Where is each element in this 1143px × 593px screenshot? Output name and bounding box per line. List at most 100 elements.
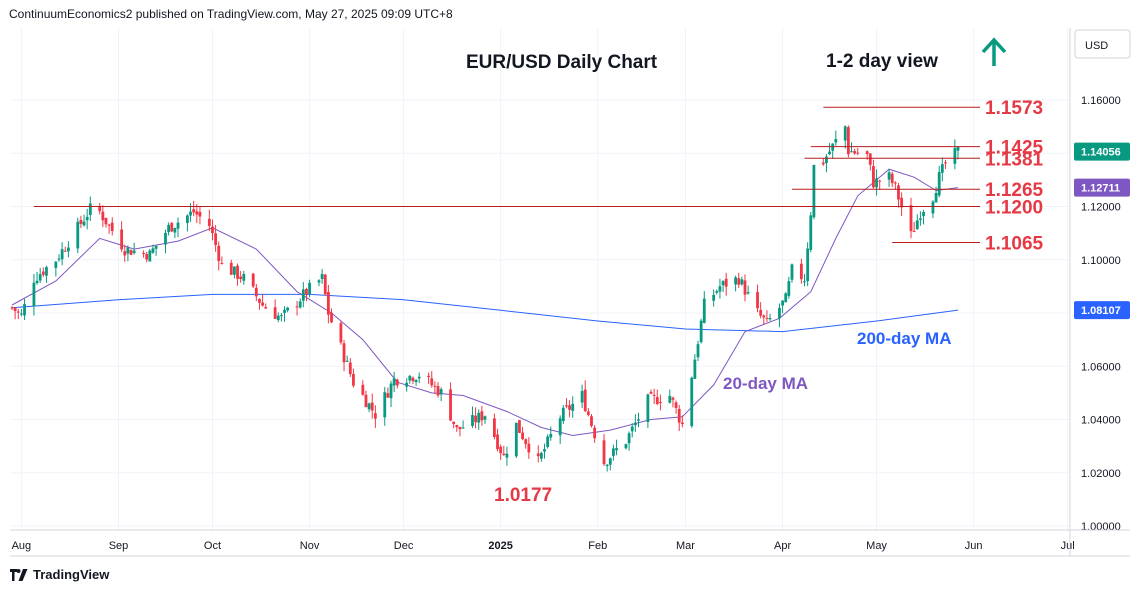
- price-badge-label: 1.12711: [1081, 183, 1120, 195]
- candle-body: [286, 307, 290, 311]
- low-annotation: 1.0177: [494, 485, 552, 506]
- level-label: 1.1200: [985, 198, 1043, 219]
- y-tick-label: 1.04000: [1081, 415, 1121, 427]
- up-arrow-icon: [981, 37, 1007, 66]
- candle-body: [364, 394, 368, 408]
- candle-body: [195, 211, 199, 215]
- candle-body: [107, 224, 111, 226]
- candle-body: [186, 215, 189, 224]
- candle-body: [63, 250, 67, 252]
- candle-body: [740, 279, 744, 285]
- candle-body: [370, 402, 374, 411]
- price-badge: [1074, 178, 1130, 197]
- candle-body: [164, 232, 167, 245]
- candle-body: [298, 301, 302, 308]
- chart-title: EUR/USD Daily Chart: [466, 52, 658, 73]
- candle-body: [699, 320, 703, 343]
- candle-body: [449, 389, 452, 421]
- candle-body: [872, 166, 875, 188]
- candle-body: [900, 197, 904, 208]
- tradingview-logo-icon: [10, 568, 28, 581]
- candle-body: [189, 211, 192, 216]
- candle-body: [846, 127, 850, 155]
- candle-body: [527, 443, 531, 453]
- candle-body: [765, 317, 769, 319]
- candle-body: [787, 281, 791, 296]
- candle-body: [633, 422, 637, 426]
- candle-body: [19, 313, 23, 315]
- candle-body: [483, 416, 487, 420]
- candle-body: [110, 222, 114, 232]
- candle-body: [536, 453, 540, 457]
- candle-body: [35, 280, 39, 283]
- candle-body: [323, 274, 327, 295]
- x-tick-label: Jul: [1061, 540, 1075, 552]
- price-badge-label: 1.08107: [1081, 305, 1121, 317]
- candle-body: [211, 226, 214, 234]
- x-tick-label: Dec: [394, 540, 414, 552]
- candle-body: [408, 375, 412, 381]
- candle-body: [330, 312, 333, 323]
- candle-body: [937, 172, 941, 196]
- candle-body: [768, 318, 772, 320]
- candle-body: [724, 278, 728, 287]
- candle-body: [305, 288, 308, 295]
- candle-body: [514, 422, 518, 457]
- candle-body: [893, 182, 897, 184]
- candle-body: [646, 394, 650, 422]
- candle-body: [439, 389, 443, 395]
- candle-body: [361, 384, 365, 395]
- candle-body: [279, 315, 283, 317]
- candle-body: [799, 263, 803, 280]
- candle-body: [627, 433, 631, 444]
- y-tick-label: 1.16000: [1081, 95, 1121, 107]
- candle-body: [890, 173, 894, 184]
- y-tick-label: 1.10000: [1081, 255, 1121, 267]
- candle-body: [148, 250, 152, 262]
- currency-label: USD: [1085, 40, 1108, 52]
- candle-body: [85, 216, 89, 221]
- candle-body: [912, 231, 916, 233]
- candle-body: [897, 185, 900, 200]
- candle-body: [176, 222, 180, 229]
- candle-body: [539, 452, 543, 459]
- plot-area[interactable]: [10, 28, 1070, 530]
- candle-body: [229, 262, 233, 275]
- candle-body: [809, 215, 813, 250]
- ma20-line: [11, 168, 959, 437]
- annotations-layer: 1.0177 200-day MA 20-day MA: [494, 329, 951, 506]
- candle-body: [16, 311, 20, 313]
- candle-body: [261, 302, 264, 306]
- candle-body: [496, 434, 499, 450]
- candle-body: [668, 395, 672, 403]
- candle-body: [10, 307, 14, 309]
- tradingview-footer: TradingView: [10, 567, 109, 582]
- x-tick-label: Sep: [109, 540, 129, 552]
- candle-body: [502, 453, 506, 455]
- level-label: 1.1425: [985, 138, 1044, 159]
- candle-body: [123, 251, 127, 256]
- candle-body: [79, 219, 83, 224]
- candle-body: [850, 151, 853, 153]
- candle-body: [580, 391, 584, 403]
- x-tick-label: Apr: [774, 540, 791, 552]
- y-tick-label: 1.00000: [1081, 521, 1121, 533]
- candle-body: [940, 164, 944, 173]
- candle-body: [120, 229, 124, 250]
- candle-body: [126, 247, 130, 254]
- candle-body: [853, 151, 857, 154]
- candle-body: [474, 415, 478, 423]
- candle-body: [953, 148, 957, 164]
- candle-body: [546, 436, 550, 448]
- candle-body: [301, 289, 305, 301]
- ma20-layer: [11, 168, 959, 437]
- candle-body: [433, 385, 437, 387]
- candle-body: [734, 277, 737, 285]
- x-tick-label: 2025: [488, 540, 512, 552]
- candle-body: [320, 274, 324, 280]
- view-label: 1-2 day view: [826, 51, 938, 72]
- candle-body: [630, 426, 634, 432]
- ma200-label: 200-day MA: [857, 329, 951, 348]
- candle-body: [543, 449, 546, 452]
